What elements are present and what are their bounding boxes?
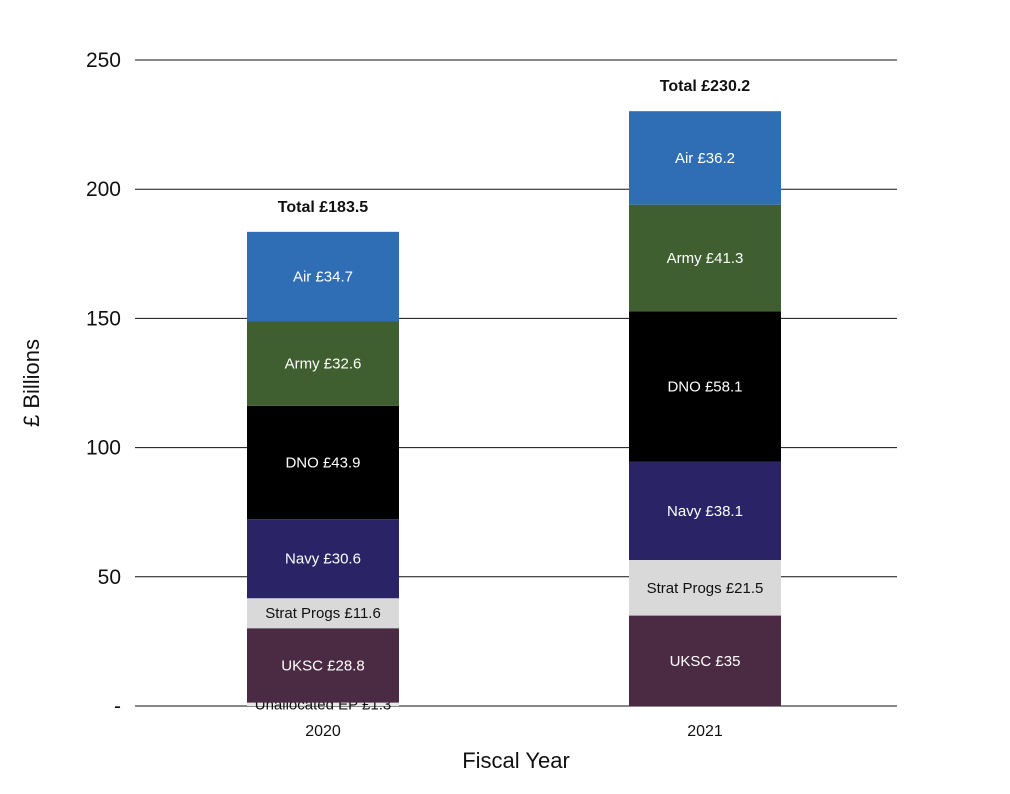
bar-segment-dno <box>629 311 781 462</box>
x-axis-title: Fiscal Year <box>462 748 570 773</box>
y-tick-label: - <box>114 695 121 718</box>
y-tick-label: 200 <box>86 178 121 201</box>
bar-segment-strat-progs <box>629 560 781 616</box>
total-label: Total £183.5 <box>278 199 369 216</box>
x-category-label: 2021 <box>687 723 723 740</box>
y-tick-label: 150 <box>86 307 121 330</box>
y-axis-title: £ Billions <box>19 339 44 427</box>
bar-segment-dno <box>247 405 399 520</box>
bar-segment-navy <box>629 461 781 561</box>
bar-stack-2021: UKSC £35 Strat Progs £21.5 Navy £38.1 DNO £… <box>629 78 781 706</box>
segment-label: UKSC £35 <box>670 653 741 670</box>
segment-label: Army £41.3 <box>667 250 744 267</box>
segment-label: Air £36.2 <box>675 150 735 167</box>
bar-segment-uksc <box>629 615 781 706</box>
segment-label: UKSC £28.8 <box>281 657 364 674</box>
bar-segment-navy <box>247 519 399 599</box>
bar-segment-air <box>247 231 399 322</box>
bar-segment-air <box>629 111 781 205</box>
bar-segment-strat-progs <box>247 598 399 629</box>
segment-label: DNO £43.9 <box>285 454 360 471</box>
bar-segment-army <box>629 204 781 312</box>
y-tick-label: 250 <box>86 49 121 72</box>
y-tick-label: 100 <box>86 437 121 460</box>
segment-label: Air £34.7 <box>293 269 353 286</box>
segment-label: DNO £58.1 <box>667 378 742 395</box>
segment-label: Navy £30.6 <box>285 551 361 568</box>
bar-segment-unallocated-ep <box>247 702 399 706</box>
segment-label: Army £32.6 <box>285 356 362 373</box>
segment-label: Strat Progs £21.5 <box>647 580 764 597</box>
bar-segment-army <box>247 321 399 406</box>
y-tick-label: 50 <box>98 566 121 589</box>
segment-label: Navy £38.1 <box>667 503 743 520</box>
total-label: Total £230.2 <box>660 78 751 95</box>
x-category-label: 2020 <box>305 723 341 740</box>
segment-label: Strat Progs £11.6 <box>265 605 381 622</box>
y-axis-ticks: - 50 100 150 200 250 <box>86 49 121 718</box>
x-axis-categories: 2020 2021 <box>305 723 723 740</box>
bar-segment-uksc <box>247 628 399 703</box>
